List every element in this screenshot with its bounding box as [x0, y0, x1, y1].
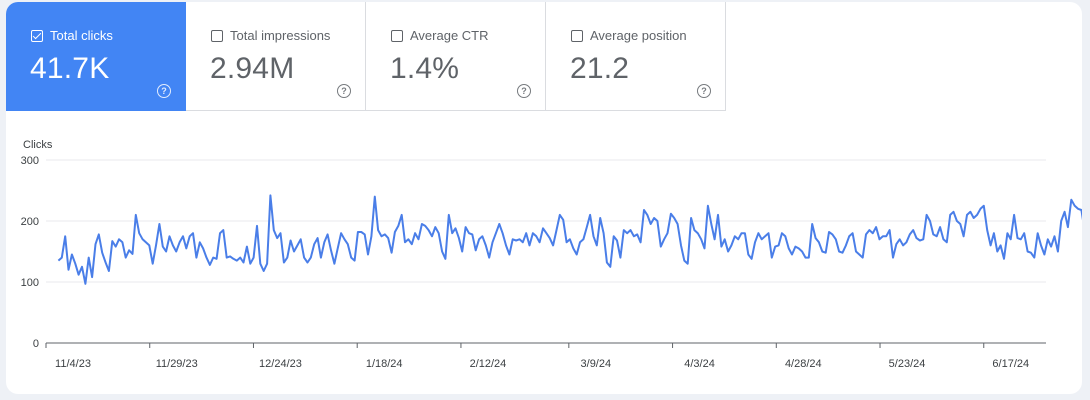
x-tick-label: 12/24/23	[259, 358, 302, 370]
y-tick-label: 200	[21, 216, 39, 228]
x-tick-label: 4/28/24	[785, 358, 822, 370]
checkbox-unchecked-icon[interactable]	[571, 29, 583, 42]
x-tick-label: 3/9/24	[581, 358, 612, 370]
metric-tile-total-clicks[interactable]: Total clicks 41.7K ?	[6, 2, 186, 111]
x-tick-label: 1/18/24	[366, 358, 403, 370]
x-tick-label: 4/3/24	[684, 358, 715, 370]
metric-value: 41.7K	[30, 52, 110, 85]
clicks-line-chart[interactable]: Clicks 0 100 200 300 11/4/23 11/29/23 12/24/2…	[6, 132, 1082, 382]
checkbox-unchecked-icon[interactable]	[391, 29, 403, 42]
metric-value: 2.94M	[210, 52, 295, 85]
y-axis-label: Clicks	[23, 139, 53, 151]
metric-tile-average-position[interactable]: Average position 21.2 ?	[546, 2, 726, 111]
x-tick-label: 11/29/23	[156, 358, 198, 370]
metric-header: Average CTR	[391, 28, 489, 43]
y-tick-label: 300	[21, 155, 39, 167]
metric-value: 21.2	[570, 52, 630, 85]
metric-header: Total clicks	[31, 28, 113, 43]
help-icon[interactable]: ?	[337, 84, 351, 98]
metric-header: Average position	[571, 28, 687, 43]
checkbox-unchecked-icon[interactable]	[211, 29, 223, 42]
metric-label: Total clicks	[50, 28, 113, 43]
gridlines	[46, 159, 1046, 344]
help-icon[interactable]: ?	[157, 84, 171, 98]
checkbox-checked-icon[interactable]	[31, 29, 43, 42]
y-axis-ticks: 0 100 200 300	[21, 155, 39, 350]
performance-card: Total clicks 41.7K ? Total impressions 2…	[6, 2, 1082, 394]
y-tick-label: 100	[21, 277, 39, 289]
y-tick-label: 0	[33, 338, 39, 350]
x-tick-label: 5/23/24	[889, 358, 926, 370]
x-axis-ticks: 11/4/23 11/29/23 12/24/23 1/18/24 2/12/24 3/9…	[45, 343, 1029, 370]
x-tick-label: 2/12/24	[470, 358, 507, 370]
x-tick-label: 6/17/24	[992, 358, 1029, 370]
metric-tile-total-impressions[interactable]: Total impressions 2.94M ?	[186, 2, 366, 111]
metric-tile-average-ctr[interactable]: Average CTR 1.4% ?	[366, 2, 546, 111]
series-line-clicks	[57, 194, 1082, 285]
metric-header: Total impressions	[211, 28, 330, 43]
metric-label: Average position	[590, 28, 687, 43]
x-tick-label: 11/4/23	[55, 358, 91, 370]
help-icon[interactable]: ?	[517, 84, 531, 98]
help-icon[interactable]: ?	[697, 84, 711, 98]
metric-label: Average CTR	[410, 28, 489, 43]
metric-value: 1.4%	[390, 52, 460, 85]
metric-label: Total impressions	[230, 28, 331, 43]
